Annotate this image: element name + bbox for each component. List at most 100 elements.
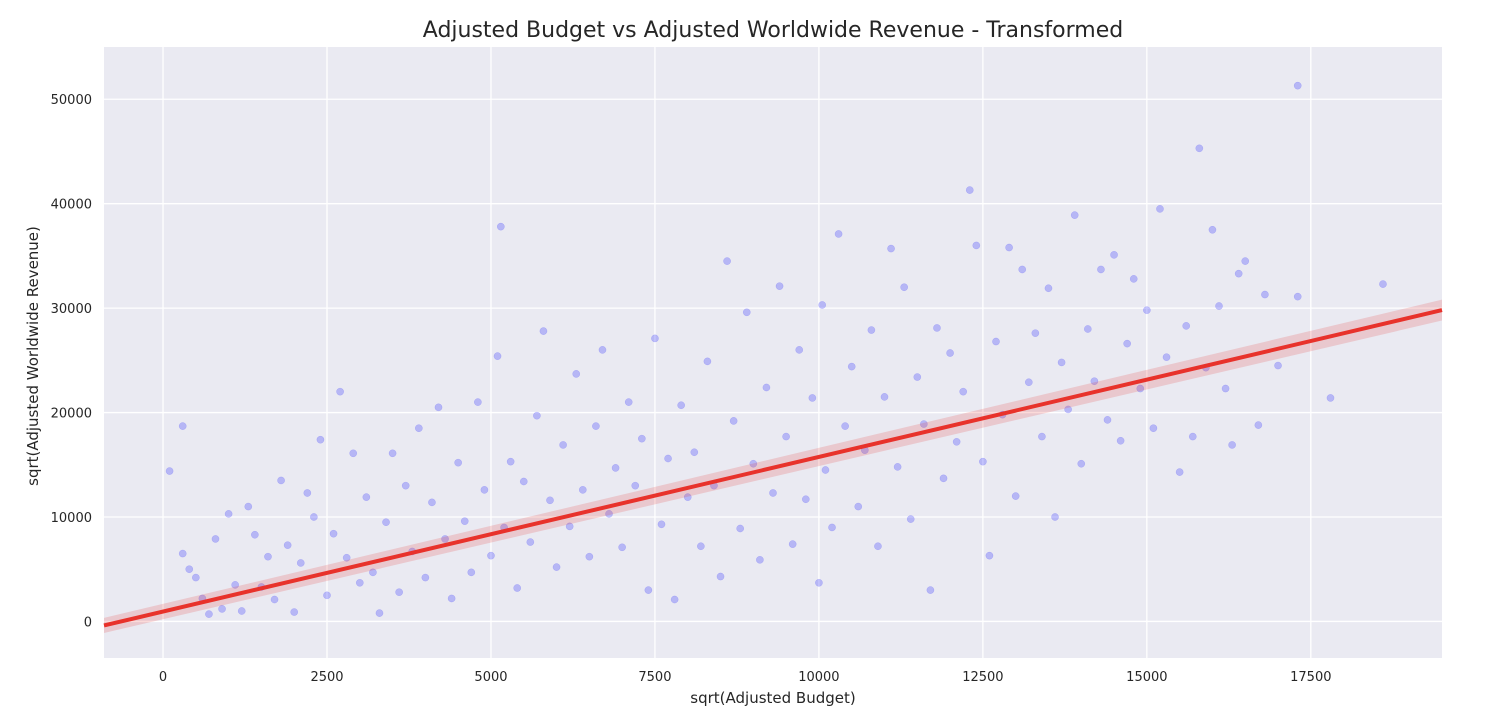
data-point bbox=[336, 387, 344, 396]
data-point bbox=[434, 403, 443, 412]
data-point bbox=[598, 346, 607, 354]
data-point bbox=[355, 578, 364, 587]
data-point bbox=[769, 489, 777, 497]
data-point bbox=[578, 485, 587, 494]
data-point bbox=[913, 373, 922, 381]
data-point bbox=[644, 586, 653, 594]
data-point bbox=[218, 605, 226, 613]
data-point bbox=[756, 555, 764, 564]
data-point bbox=[519, 477, 528, 486]
data-point bbox=[1143, 306, 1151, 315]
regression-fit bbox=[103, 299, 1443, 633]
data-point bbox=[618, 543, 626, 552]
data-point bbox=[467, 568, 476, 577]
data-point bbox=[651, 334, 659, 343]
data-point bbox=[834, 230, 843, 238]
data-point bbox=[191, 573, 200, 582]
data-point bbox=[1044, 284, 1053, 293]
data-point bbox=[1293, 292, 1302, 301]
data-point bbox=[965, 186, 974, 194]
data-point bbox=[178, 549, 187, 558]
data-point bbox=[683, 493, 692, 502]
data-point bbox=[375, 609, 384, 617]
data-point bbox=[487, 551, 495, 560]
data-point bbox=[1070, 211, 1079, 220]
data-point bbox=[1116, 436, 1125, 445]
data-point bbox=[310, 513, 318, 521]
data-point bbox=[572, 370, 581, 378]
data-point bbox=[1326, 394, 1335, 402]
data-point bbox=[231, 581, 240, 589]
data-point bbox=[565, 522, 574, 531]
data-point bbox=[447, 594, 456, 603]
data-point bbox=[1110, 250, 1118, 259]
data-point bbox=[749, 459, 758, 468]
data-point bbox=[611, 464, 620, 472]
data-point bbox=[808, 394, 817, 402]
data-point bbox=[362, 493, 371, 502]
data-point bbox=[441, 535, 449, 543]
data-point bbox=[1097, 265, 1105, 274]
data-point bbox=[605, 510, 613, 518]
regression-line bbox=[103, 308, 1443, 628]
data-point bbox=[624, 398, 633, 406]
data-point bbox=[926, 586, 935, 594]
data-point bbox=[552, 563, 561, 571]
data-point bbox=[592, 422, 600, 430]
data-point bbox=[742, 308, 751, 317]
data-point bbox=[782, 432, 790, 441]
data-point bbox=[382, 518, 390, 527]
data-point bbox=[460, 517, 469, 526]
data-point bbox=[801, 495, 810, 504]
data-point bbox=[1162, 353, 1171, 362]
data-point bbox=[401, 481, 410, 490]
x-tick-label: 7500 bbox=[638, 670, 671, 685]
data-point bbox=[631, 481, 640, 490]
data-point bbox=[795, 346, 804, 354]
data-point bbox=[828, 523, 836, 532]
data-point bbox=[690, 448, 699, 457]
data-point bbox=[703, 357, 712, 366]
data-point bbox=[1077, 459, 1086, 468]
data-point bbox=[1129, 275, 1138, 283]
data-point bbox=[992, 337, 1000, 346]
x-tick-label: 12500 bbox=[962, 670, 1003, 685]
data-point bbox=[1038, 432, 1046, 441]
data-point bbox=[1208, 225, 1217, 234]
x-tick-label: 15000 bbox=[1126, 670, 1167, 685]
data-point bbox=[388, 449, 397, 458]
tick-labels: 0 2500 5000 7500 10000 12500 15000 17500 0 10000 2… bbox=[51, 93, 1332, 685]
data-point bbox=[716, 572, 725, 581]
x-tick-label: 5000 bbox=[474, 670, 507, 685]
data-point bbox=[1221, 384, 1230, 393]
data-point bbox=[546, 496, 554, 505]
data-point bbox=[1083, 325, 1092, 333]
data-point bbox=[349, 449, 358, 458]
data-point bbox=[920, 420, 928, 428]
grid bbox=[104, 47, 1442, 658]
data-point bbox=[664, 454, 672, 463]
data-point bbox=[959, 387, 968, 396]
data-point bbox=[395, 588, 403, 597]
data-point bbox=[290, 608, 299, 616]
data-point bbox=[533, 411, 541, 420]
data-point bbox=[264, 552, 272, 561]
y-tick-label: 50000 bbox=[51, 93, 92, 108]
data-point bbox=[1293, 81, 1302, 90]
data-point bbox=[880, 393, 889, 401]
data-point bbox=[1149, 424, 1158, 433]
x-tick-label: 2500 bbox=[310, 670, 343, 685]
data-point bbox=[657, 520, 666, 529]
data-point bbox=[539, 327, 548, 335]
data-point bbox=[506, 457, 515, 466]
data-point bbox=[1228, 441, 1236, 449]
data-point bbox=[637, 434, 646, 443]
data-point bbox=[1241, 257, 1250, 265]
data-point bbox=[1064, 405, 1072, 414]
data-point bbox=[211, 535, 220, 543]
data-point bbox=[723, 257, 731, 265]
data-point bbox=[251, 530, 259, 539]
data-point bbox=[821, 466, 830, 474]
data-point bbox=[224, 510, 233, 518]
